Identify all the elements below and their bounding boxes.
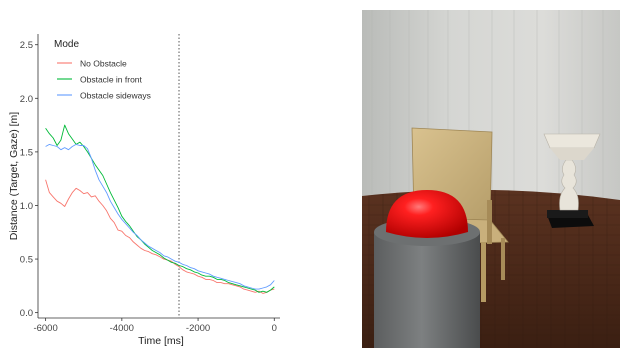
chart-legend: Mode No Obstacle Obstacle in front Obstacl…: [54, 39, 151, 101]
red-target-ball: [386, 190, 468, 238]
y-tick-label: 0.0: [20, 308, 33, 319]
series-line: [45, 124, 275, 293]
y-axis-ticks: 0.0 0.5 1.0 1.5 2.0 2.5: [20, 40, 38, 319]
y-tick-label: 1.0: [20, 201, 33, 212]
chart-svg: 0.0 0.5 1.0 1.5 2.0 2.5 -6000 -4000 -2000 0 Dist…: [8, 34, 280, 347]
y-tick-label: 2.5: [20, 40, 33, 51]
x-axis-ticks: -6000 -4000 -2000 0: [33, 318, 277, 334]
y-tick-label: 1.5: [20, 147, 33, 158]
legend-title: Mode: [54, 39, 79, 50]
vr-scene-image: [362, 10, 620, 348]
series-line: [45, 179, 275, 294]
x-axis-label: Time [ms]: [138, 335, 184, 347]
distance-chart: 0.0 0.5 1.0 1.5 2.0 2.5 -6000 -4000 -2000 0 Dist…: [0, 0, 300, 349]
y-tick-label: 2.0: [20, 94, 33, 105]
x-tick-label: -4000: [110, 323, 134, 334]
series-line: [45, 143, 275, 290]
pedestal-sculpture: [543, 133, 601, 228]
series-lines: [45, 124, 275, 294]
x-tick-label: -2000: [186, 323, 210, 334]
legend-entry-label: No Obstacle: [80, 59, 127, 69]
x-tick-label: -6000: [33, 323, 57, 334]
legend-entry-label: Obstacle sideways: [80, 91, 151, 101]
scene-svg: [362, 10, 620, 348]
y-axis-label: Distance (Target, Gaze) [m]: [8, 112, 20, 240]
x-tick-label: 0: [272, 323, 277, 334]
y-tick-label: 0.5: [20, 255, 33, 266]
legend-entry-label: Obstacle in front: [80, 75, 143, 85]
